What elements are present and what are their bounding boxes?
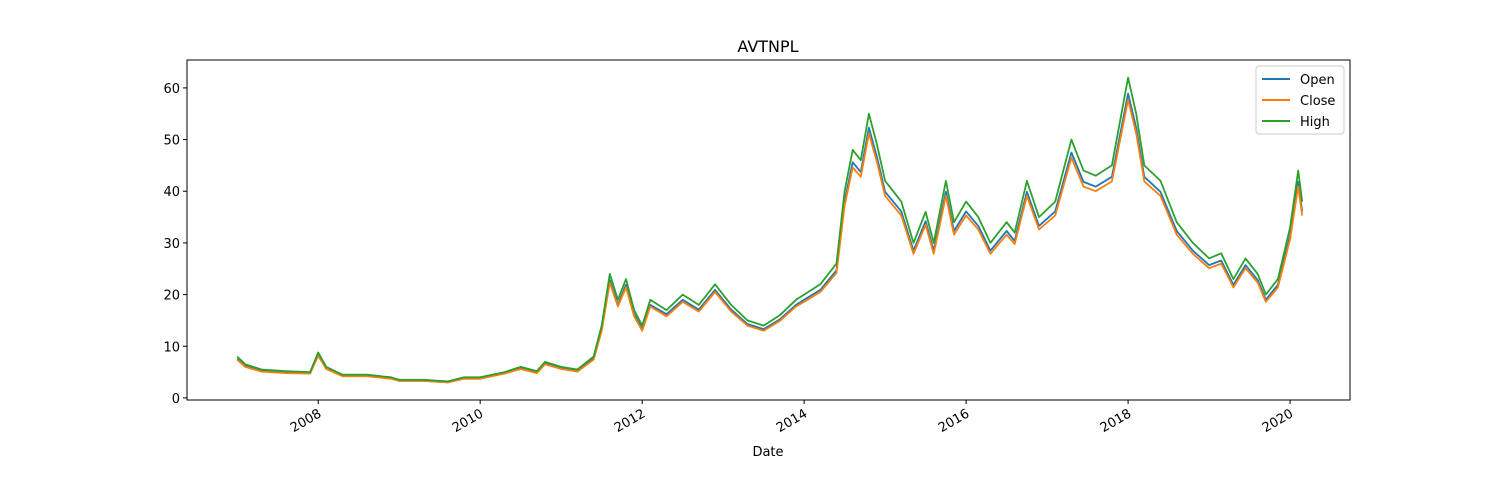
y-tick-label: 60 (163, 82, 180, 97)
x-tick-label: 2018 (1098, 406, 1134, 436)
y-tick-label: 50 (163, 134, 180, 149)
series-line (236, 76, 1304, 383)
x-tick-label: 2012 (612, 406, 648, 436)
series-line (236, 98, 1304, 384)
legend-label: Open (1300, 73, 1335, 88)
series-line (236, 92, 1304, 384)
x-tick-label: 2020 (1260, 406, 1296, 436)
x-axis-label: Date (752, 445, 783, 460)
legend-label: Close (1300, 94, 1335, 109)
y-tick-label: 10 (163, 340, 180, 355)
x-tick-label: 2016 (936, 406, 972, 436)
y-tick-label: 0 (172, 392, 180, 407)
plot-frame (186, 59, 1351, 401)
x-tick-label: 2008 (288, 406, 324, 436)
y-tick-label: 30 (163, 237, 180, 252)
chart-title: AVTNPL (737, 37, 798, 56)
y-tick-label: 40 (163, 185, 180, 200)
legend-label: High (1300, 115, 1330, 130)
x-tick-label: 2010 (450, 406, 486, 436)
legend-box (1255, 65, 1345, 135)
x-tick-label: 2014 (774, 406, 810, 436)
y-tick-label: 20 (163, 289, 180, 304)
